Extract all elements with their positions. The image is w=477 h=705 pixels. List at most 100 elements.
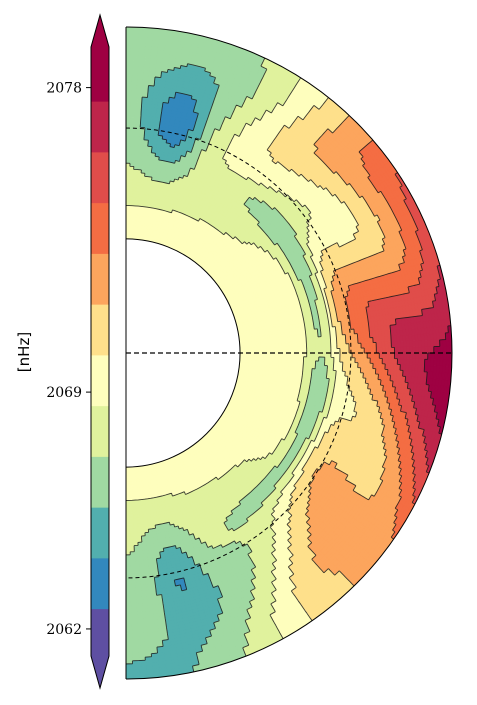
contour-cell xyxy=(126,557,131,562)
contour-cell xyxy=(135,187,141,192)
contour-cell xyxy=(251,347,256,351)
contour-cell xyxy=(130,469,134,474)
contour-cell xyxy=(291,356,295,361)
contour-cell xyxy=(132,190,137,195)
colorbar-tick-label: 2069 xyxy=(46,385,82,401)
contour-cell xyxy=(129,557,136,562)
contour-cell xyxy=(242,345,247,349)
contour-cell xyxy=(133,160,139,164)
contour-cell xyxy=(128,487,133,492)
contour-cell xyxy=(132,193,137,198)
contour-cell xyxy=(129,153,135,158)
contour-cell xyxy=(126,144,131,149)
contour-cell xyxy=(290,359,295,364)
contour-cell xyxy=(300,345,304,350)
contour-cell xyxy=(133,153,139,158)
contour-cell xyxy=(134,138,140,143)
contour-cell xyxy=(131,493,136,498)
contour-cell xyxy=(131,490,136,495)
contour-cell xyxy=(134,141,140,146)
contour-cell xyxy=(126,536,131,541)
contour-cell xyxy=(306,356,311,362)
contour-cell xyxy=(327,356,332,362)
contour-cell xyxy=(129,144,136,149)
contour-cell xyxy=(260,346,265,351)
contour-cell xyxy=(132,181,138,186)
contour-cell xyxy=(318,344,323,350)
contour-cell xyxy=(126,524,131,528)
colorbar-tick-label: 2062 xyxy=(46,622,82,638)
contour-cell xyxy=(130,563,136,568)
contour-cell xyxy=(126,530,131,535)
contour-cell xyxy=(133,539,139,543)
colorbar-swatches xyxy=(91,47,109,657)
contour-cell xyxy=(269,361,274,366)
contour-cell xyxy=(321,348,326,354)
contour-cell xyxy=(296,341,301,347)
contour-cell xyxy=(133,548,139,553)
contour-cell xyxy=(128,505,133,510)
contour-cell xyxy=(309,344,314,350)
contour-cell xyxy=(133,150,140,155)
contour-cell xyxy=(281,342,286,347)
contour-cell xyxy=(128,472,132,477)
contour-cell xyxy=(126,563,131,568)
contour-cell xyxy=(129,542,135,547)
colorbar-swatch xyxy=(91,101,109,153)
contour-cell xyxy=(336,361,341,367)
contour-cell xyxy=(290,342,295,347)
contour-cell xyxy=(133,536,139,540)
contour-cell xyxy=(248,355,253,359)
contour-cell xyxy=(129,168,135,173)
contour-cell xyxy=(299,341,304,347)
contour-cell xyxy=(281,359,286,364)
contour-cell xyxy=(272,358,277,363)
contour-cell xyxy=(318,348,323,354)
contour-cell xyxy=(126,181,130,185)
contour-cell xyxy=(129,521,134,525)
contour-cell xyxy=(128,220,132,225)
contour-cell xyxy=(242,357,247,361)
contour-cell xyxy=(324,348,329,354)
colorbar-swatch xyxy=(91,253,109,305)
contour-cell xyxy=(318,352,323,358)
contour-cell xyxy=(128,196,133,201)
contour-cell xyxy=(126,521,130,525)
contour-cell xyxy=(132,175,138,180)
contour-cell xyxy=(128,502,133,507)
contour-cell xyxy=(284,342,289,347)
contour-cell xyxy=(131,199,136,204)
contour-cell xyxy=(278,359,283,364)
contour-cell xyxy=(275,346,280,351)
contour-cell xyxy=(128,478,132,483)
contour-cell xyxy=(287,362,292,368)
contour-cell xyxy=(312,344,317,350)
contour-cell xyxy=(129,536,135,541)
contour-cell xyxy=(315,344,320,350)
contour-cell xyxy=(275,358,280,363)
contour-cell xyxy=(305,360,310,365)
contour-cell xyxy=(327,361,332,367)
colorbar-over-extension xyxy=(91,15,109,47)
contour-cell xyxy=(128,226,132,231)
meridional-contour-plot xyxy=(125,26,453,680)
contour-cell xyxy=(134,135,140,140)
contour-cell xyxy=(129,159,135,164)
contour-cell xyxy=(133,172,138,177)
contour-cell xyxy=(128,490,133,495)
contour-cell xyxy=(126,178,131,182)
contour-cell xyxy=(134,147,140,152)
contour-cell xyxy=(126,545,131,550)
contour-cell xyxy=(287,342,292,347)
contour-cell xyxy=(132,514,137,519)
contour-cell xyxy=(248,347,253,351)
contour-cell xyxy=(128,223,132,228)
contour-cell xyxy=(251,344,256,349)
contour-cell xyxy=(126,135,131,140)
contour-cell xyxy=(126,138,131,143)
contour-cell xyxy=(254,347,259,351)
contour-cell xyxy=(126,190,130,194)
contour-cell xyxy=(315,340,319,346)
contour-cell xyxy=(126,147,131,152)
